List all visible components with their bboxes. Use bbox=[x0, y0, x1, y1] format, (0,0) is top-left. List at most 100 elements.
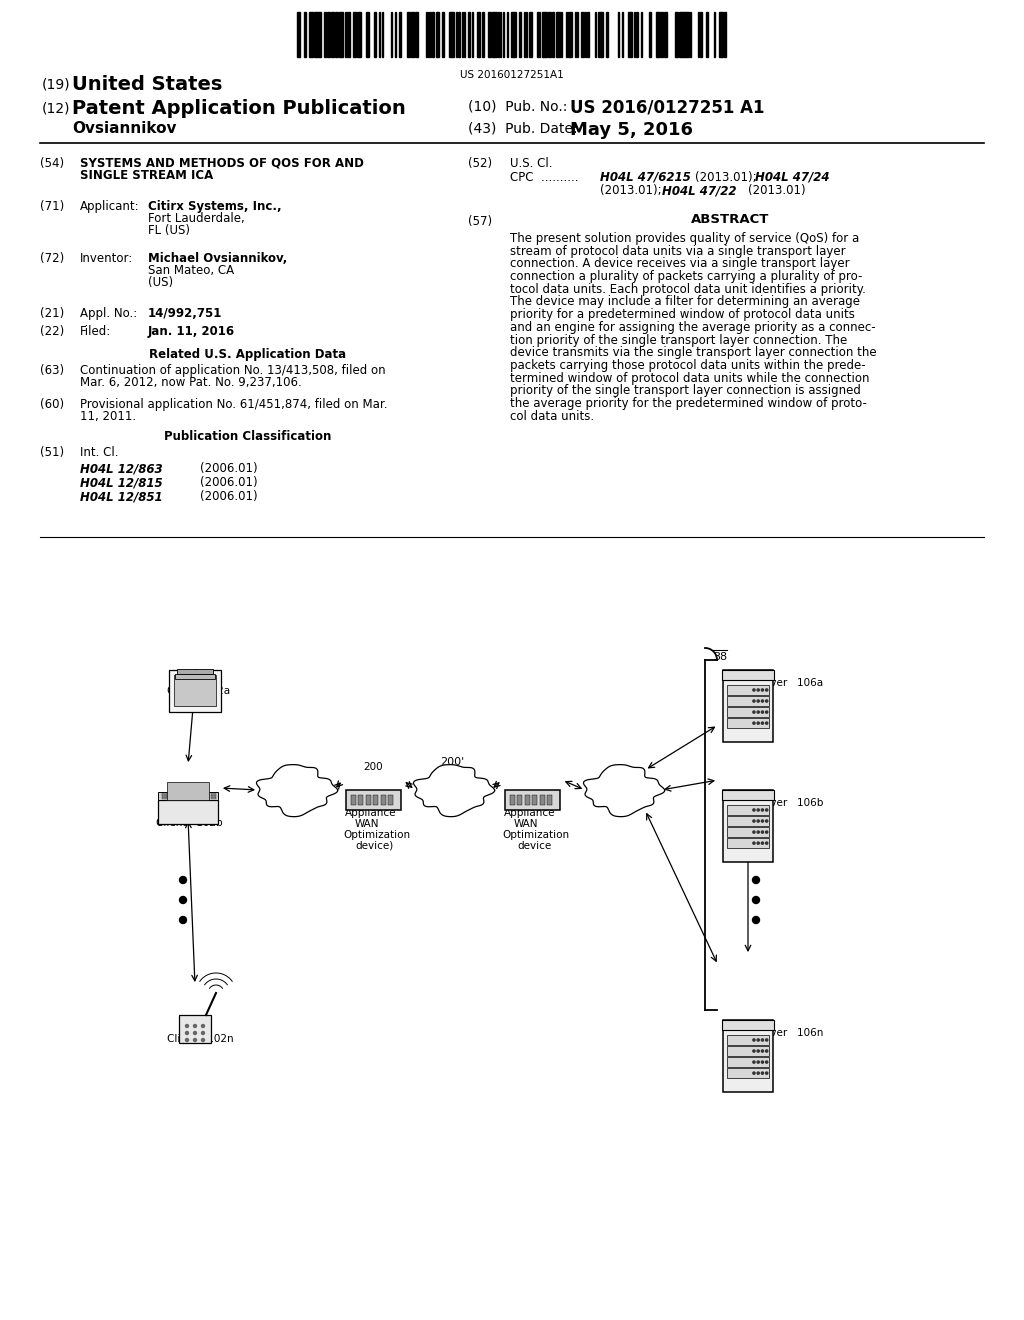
Circle shape bbox=[766, 689, 768, 692]
Text: Optimization: Optimization bbox=[502, 830, 569, 840]
Text: SINGLE STREAM ICA: SINGLE STREAM ICA bbox=[80, 169, 213, 182]
Bar bbox=[684, 12, 687, 57]
Text: The device may include a filter for determining an average: The device may include a filter for dete… bbox=[510, 296, 860, 309]
Bar bbox=[211, 797, 216, 799]
Text: (2006.01): (2006.01) bbox=[200, 462, 258, 475]
Text: 104'': 104'' bbox=[615, 796, 640, 807]
Bar bbox=[680, 12, 682, 57]
Circle shape bbox=[757, 689, 760, 692]
Bar bbox=[211, 795, 216, 796]
Text: (21): (21) bbox=[40, 308, 65, 319]
Bar bbox=[162, 795, 167, 796]
Circle shape bbox=[194, 1031, 197, 1035]
Text: 200: 200 bbox=[362, 762, 383, 772]
Bar bbox=[177, 669, 213, 675]
Text: Optimization: Optimization bbox=[343, 830, 411, 840]
Bar bbox=[197, 793, 202, 795]
Text: (43)  Pub. Date:: (43) Pub. Date: bbox=[468, 121, 578, 135]
Circle shape bbox=[753, 700, 755, 702]
Circle shape bbox=[194, 1039, 197, 1041]
Bar bbox=[336, 12, 338, 57]
Bar bbox=[494, 12, 497, 57]
Bar bbox=[176, 795, 181, 796]
Bar bbox=[211, 793, 216, 795]
Text: US 20160127251A1: US 20160127251A1 bbox=[460, 70, 564, 81]
Bar bbox=[314, 12, 316, 57]
Bar bbox=[358, 795, 362, 805]
Circle shape bbox=[757, 1061, 760, 1063]
Bar bbox=[347, 12, 350, 57]
Circle shape bbox=[753, 916, 760, 924]
Text: Jan. 11, 2016: Jan. 11, 2016 bbox=[148, 325, 236, 338]
Bar bbox=[309, 12, 312, 57]
Bar bbox=[724, 12, 726, 57]
Bar bbox=[723, 789, 773, 862]
Text: device transmits via the single transport layer connection the: device transmits via the single transpor… bbox=[510, 346, 877, 359]
Text: connection a plurality of packets carrying a plurality of pro-: connection a plurality of packets carryi… bbox=[510, 271, 862, 282]
Bar bbox=[340, 12, 342, 57]
Circle shape bbox=[766, 700, 768, 702]
Text: Client  102a: Client 102a bbox=[167, 686, 230, 696]
Circle shape bbox=[753, 842, 755, 845]
Circle shape bbox=[766, 722, 768, 725]
Bar bbox=[682, 12, 684, 57]
Circle shape bbox=[753, 832, 755, 833]
Bar bbox=[190, 797, 195, 799]
Bar bbox=[204, 795, 209, 796]
Bar bbox=[304, 12, 306, 57]
Bar bbox=[197, 797, 202, 799]
Circle shape bbox=[762, 842, 764, 845]
Bar bbox=[511, 12, 513, 57]
Text: and an engine for assigning the average priority as a connec-: and an engine for assigning the average … bbox=[510, 321, 876, 334]
Circle shape bbox=[762, 711, 764, 713]
Bar bbox=[176, 793, 181, 795]
Circle shape bbox=[762, 1039, 764, 1041]
Text: (2006.01): (2006.01) bbox=[200, 477, 258, 488]
Circle shape bbox=[753, 1039, 755, 1041]
Bar bbox=[544, 12, 546, 57]
Bar bbox=[505, 789, 559, 810]
Bar bbox=[721, 12, 723, 57]
Bar bbox=[353, 12, 356, 57]
Text: Continuation of application No. 13/413,508, filed on: Continuation of application No. 13/413,5… bbox=[80, 364, 386, 378]
Text: Network: Network bbox=[274, 783, 317, 793]
Bar bbox=[636, 12, 638, 57]
Circle shape bbox=[766, 1061, 768, 1063]
Bar bbox=[167, 781, 209, 800]
Bar bbox=[723, 671, 773, 742]
Bar bbox=[649, 12, 651, 57]
Text: (12): (12) bbox=[42, 102, 71, 116]
Bar bbox=[510, 795, 514, 805]
Bar bbox=[350, 795, 355, 805]
Text: The present solution provides quality of service (QoS) for a: The present solution provides quality of… bbox=[510, 232, 859, 246]
Circle shape bbox=[762, 689, 764, 692]
Bar bbox=[727, 708, 769, 717]
Text: connection. A device receives via a single transport layer: connection. A device receives via a sing… bbox=[510, 257, 850, 271]
Circle shape bbox=[766, 1072, 768, 1074]
Text: Fort Lauderdale,: Fort Lauderdale, bbox=[148, 213, 245, 224]
Bar bbox=[727, 1035, 769, 1044]
Text: United States: United States bbox=[72, 75, 222, 94]
Text: May 5, 2016: May 5, 2016 bbox=[570, 121, 693, 139]
Bar bbox=[598, 12, 601, 57]
Bar bbox=[331, 12, 333, 57]
Circle shape bbox=[762, 1072, 764, 1074]
Bar bbox=[727, 828, 769, 837]
Bar bbox=[723, 1020, 773, 1092]
Bar bbox=[722, 789, 774, 800]
Circle shape bbox=[179, 916, 186, 924]
Circle shape bbox=[762, 809, 764, 810]
Circle shape bbox=[757, 842, 760, 845]
Text: stream of protocol data units via a single transport layer: stream of protocol data units via a sing… bbox=[510, 244, 846, 257]
Bar bbox=[388, 795, 393, 805]
Text: 38: 38 bbox=[713, 652, 727, 663]
Circle shape bbox=[762, 832, 764, 833]
Bar bbox=[537, 12, 540, 57]
Bar bbox=[183, 793, 188, 795]
Text: Applicant:: Applicant: bbox=[80, 201, 139, 213]
Bar bbox=[727, 1068, 769, 1078]
Text: Client   102b: Client 102b bbox=[156, 818, 222, 828]
Text: Inventor:: Inventor: bbox=[80, 252, 133, 265]
Circle shape bbox=[766, 809, 768, 810]
Circle shape bbox=[766, 820, 768, 822]
